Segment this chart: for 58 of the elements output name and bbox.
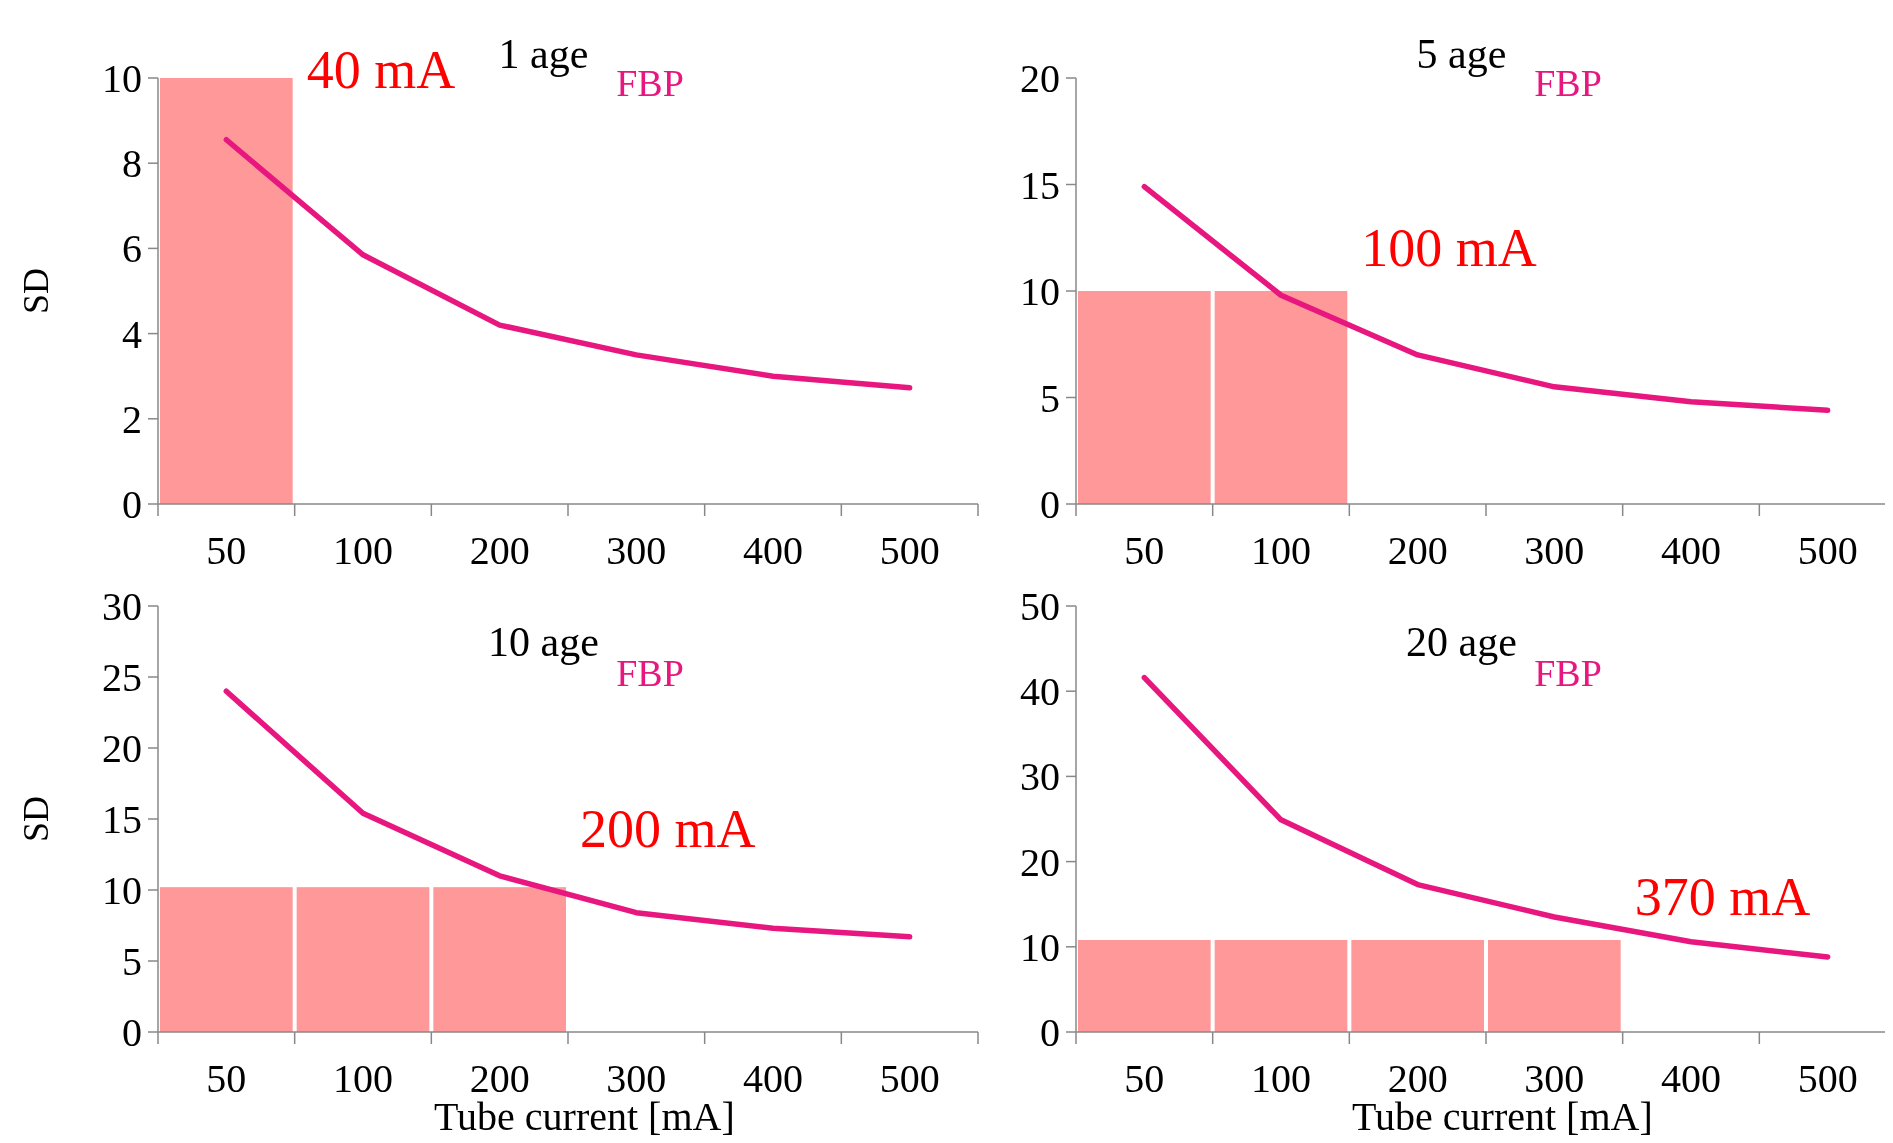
y-axis-title: SD [16, 267, 56, 315]
y-axis-title: SD [16, 795, 56, 843]
x-tick-label: 500 [879, 528, 940, 573]
y-tick-label: 30 [102, 584, 142, 629]
annotation: 200 mA [580, 799, 756, 860]
y-tick-label: 20 [102, 726, 142, 771]
y-tick-label: 10 [102, 56, 142, 101]
x-tick-label: 100 [333, 528, 393, 573]
y-tick-label: 50 [1020, 584, 1060, 629]
x-tick-label: 200 [1387, 528, 1448, 573]
y-tick-label: 4 [122, 311, 142, 357]
x-tick-label: 100 [1251, 528, 1311, 573]
x-tick-label: 300 [1524, 528, 1585, 573]
y-tick-label: 20 [1020, 839, 1060, 885]
y-tick-label: 0 [1040, 482, 1060, 527]
y-tick-label: 0 [122, 482, 142, 527]
x-tick-label: 50 [206, 528, 247, 573]
y-tick-label: 10 [1020, 924, 1060, 970]
y-tick-label: 10 [1020, 269, 1060, 314]
text: FBP [1534, 652, 1602, 694]
y-tick-label: 25 [102, 655, 142, 700]
chart-title: 10 age [488, 619, 599, 665]
y-tick-label: 5 [122, 939, 142, 984]
text: FBP [616, 62, 684, 104]
x-tick-label: 500 [879, 1056, 940, 1101]
y-tick-label: 40 [1020, 669, 1060, 715]
y-tick-label: 10 [102, 868, 142, 913]
y-tick-label: 20 [1020, 56, 1060, 101]
y-tick-label: 15 [102, 797, 142, 842]
annotation: 100 mA [1361, 218, 1537, 278]
x-tick-label: 400 [743, 528, 803, 573]
y-tick-label: 5 [1040, 375, 1060, 421]
y-tick-label: 2 [122, 396, 142, 442]
text: FBP [616, 652, 684, 694]
y-tick-label: 15 [1020, 162, 1060, 208]
x-tick-label: 50 [206, 1056, 247, 1101]
x-tick-label: 400 [743, 1056, 803, 1101]
chart-title: 20 age [1406, 619, 1517, 665]
x-tick-label: 300 [606, 528, 667, 573]
x-tick-label: 400 [1661, 1056, 1721, 1101]
x-tick-label: 500 [1797, 528, 1858, 573]
x-tick-label: 200 [469, 528, 530, 573]
x-tick-label: 100 [333, 1056, 393, 1101]
x-tick-label: 500 [1797, 1056, 1858, 1101]
y-tick-label: 6 [122, 226, 142, 272]
y-tick-label: 0 [122, 1010, 142, 1055]
x-tick-label: 50 [1124, 528, 1165, 573]
y-tick-label: 30 [1020, 754, 1060, 800]
text: FBP [1534, 62, 1602, 104]
annotation: 370 mA [1634, 866, 1811, 927]
x-tick-label: 50 [1124, 1056, 1165, 1101]
x-tick-label: 100 [1251, 1056, 1311, 1101]
y-tick-label: 8 [122, 141, 142, 187]
chart-title: 1 age [498, 31, 589, 77]
x-tick-label: 400 [1661, 528, 1721, 573]
chart-title: 5 age [1416, 31, 1507, 77]
y-tick-label: 0 [1040, 1010, 1060, 1055]
annotation: 40 mA [306, 40, 456, 100]
